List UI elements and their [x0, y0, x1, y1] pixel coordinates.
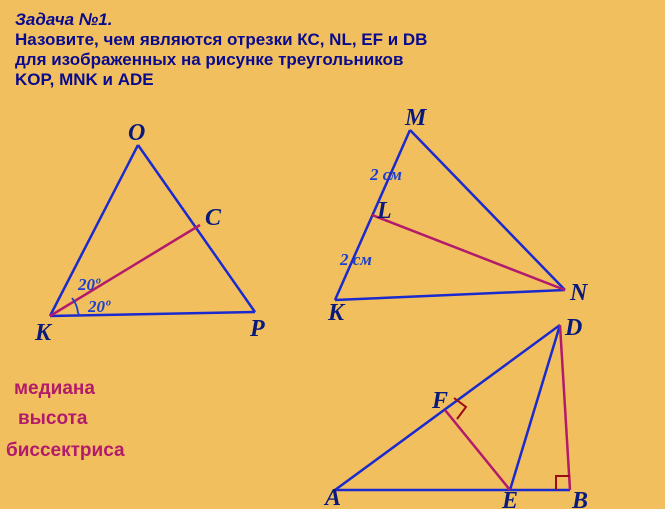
svg-text:O: O [128, 120, 145, 146]
svg-text:A: A [323, 485, 341, 509]
svg-text:C: C [205, 205, 222, 231]
svg-text:2 см: 2 см [369, 165, 402, 184]
svg-text:M: M [404, 105, 428, 131]
svg-text:E: E [501, 488, 518, 509]
title-task: Задача №1. [15, 10, 650, 30]
svg-text:K: K [327, 300, 346, 326]
svg-text:L: L [376, 198, 392, 224]
svg-text:2 см: 2 см [339, 250, 372, 269]
title-line3: для изображенных на рисунке треугольнико… [15, 50, 650, 70]
svg-text:B: B [571, 488, 588, 509]
svg-text:20º: 20º [77, 275, 101, 294]
word-mediana: медиана [14, 378, 95, 400]
title-line2: Назовите, чем являются отрезки КС, NL, E… [15, 30, 650, 50]
title-line4: KOP, MNK и ADE [15, 70, 650, 90]
svg-text:D: D [564, 315, 582, 341]
svg-text:K: K [34, 320, 53, 346]
slide: C K O P 20º 20º L M N K 2 см 2 см F A D E B Задача №1. Н… [0, 0, 665, 509]
svg-text:F: F [431, 388, 448, 414]
word-bissektrisa: биссектриса [6, 440, 125, 462]
svg-text:20º: 20º [87, 297, 111, 316]
svg-text:P: P [249, 316, 265, 342]
problem-title: Задача №1. Назовите, чем являются отрезк… [15, 10, 650, 90]
word-vysota: высота [18, 408, 87, 430]
svg-text:N: N [569, 280, 589, 306]
